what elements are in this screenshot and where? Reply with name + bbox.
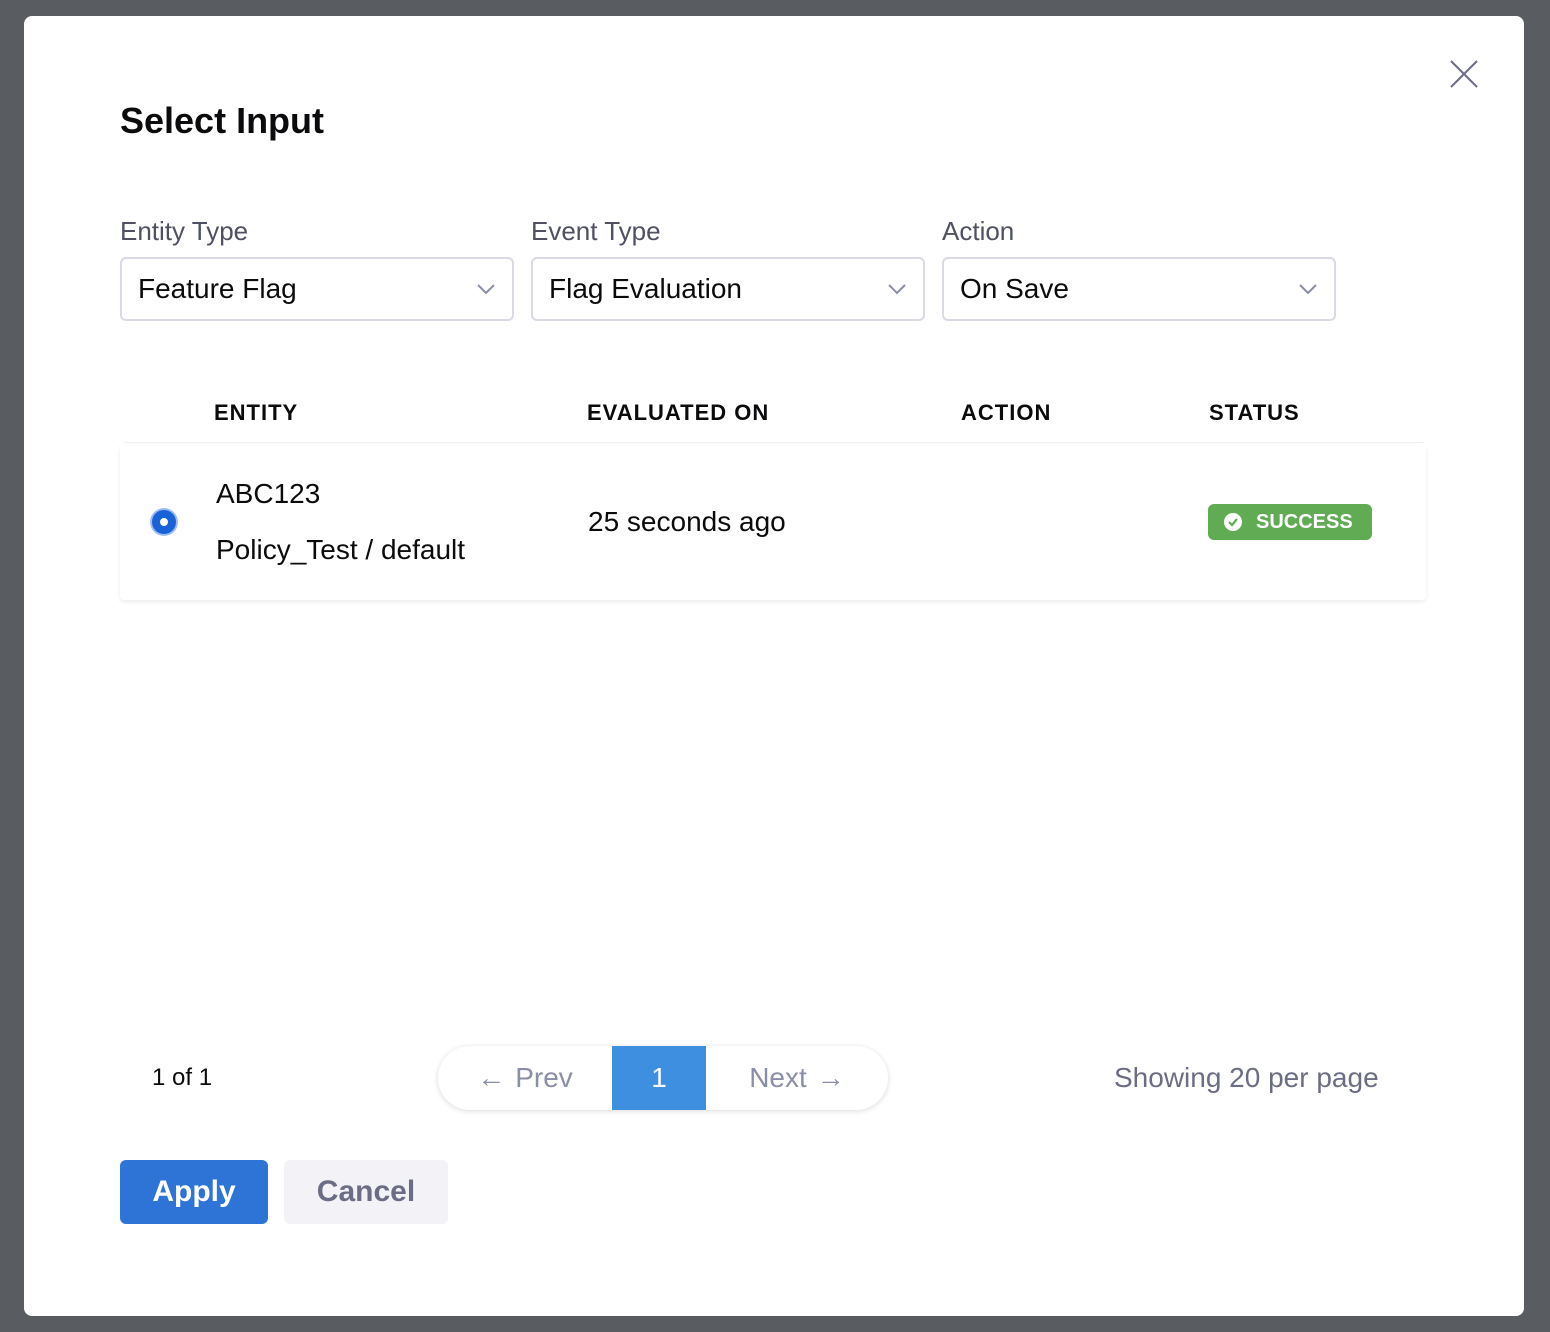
entity-type-select[interactable]: Feature Flag bbox=[120, 257, 514, 321]
chevron-down-icon bbox=[1299, 284, 1317, 295]
next-label: Next bbox=[749, 1062, 807, 1093]
action-field: Action On Save bbox=[942, 216, 1336, 321]
prev-label: Prev bbox=[515, 1062, 573, 1093]
dialog-title: Select Input bbox=[120, 100, 325, 141]
entity-path: Policy_Test / default bbox=[216, 534, 466, 565]
chevron-down-icon bbox=[888, 284, 906, 295]
action-value: On Save bbox=[960, 273, 1069, 304]
event-type-value: Flag Evaluation bbox=[549, 273, 743, 304]
entity-type-field: Entity Type Feature Flag bbox=[120, 216, 514, 321]
entity-type-value: Feature Flag bbox=[138, 273, 297, 304]
page-info: 1 of 1 bbox=[152, 1064, 213, 1091]
pagination: ← Prev 1 Next → bbox=[438, 1046, 888, 1110]
column-header-status: STATUS bbox=[1209, 400, 1300, 425]
status-badge: SUCCESS bbox=[1208, 504, 1372, 540]
per-page-info: Showing 20 per page bbox=[1114, 1062, 1379, 1093]
prev-button[interactable]: ← Prev bbox=[438, 1046, 612, 1110]
evaluated-on: 25 seconds ago bbox=[588, 506, 786, 537]
entity-name: ABC123 bbox=[216, 478, 321, 509]
close-icon[interactable] bbox=[1448, 58, 1480, 90]
arrow-right-icon: → bbox=[816, 1062, 845, 1093]
event-type-select[interactable]: Flag Evaluation bbox=[531, 257, 925, 321]
page-1-button[interactable]: 1 bbox=[612, 1046, 706, 1110]
select-input-dialog: Select Input Entity Type Feature Flag Ev… bbox=[24, 16, 1524, 1316]
next-button[interactable]: Next → bbox=[706, 1046, 888, 1110]
arrow-left-icon: ← bbox=[477, 1062, 506, 1093]
column-header-evaluated-on: EVALUATED ON bbox=[587, 400, 770, 425]
cancel-button[interactable]: Cancel bbox=[284, 1160, 448, 1224]
event-type-label: Event Type bbox=[531, 216, 661, 246]
column-header-entity: ENTITY bbox=[214, 400, 299, 425]
action-select[interactable]: On Save bbox=[942, 257, 1336, 321]
check-circle-icon bbox=[1224, 513, 1242, 531]
column-header-action: ACTION bbox=[961, 400, 1052, 425]
chevron-down-icon bbox=[477, 284, 495, 295]
event-type-field: Event Type Flag Evaluation bbox=[531, 216, 925, 321]
apply-button[interactable]: Apply bbox=[120, 1160, 268, 1224]
table-row[interactable]: ABC123 Policy_Test / default 25 seconds … bbox=[120, 444, 1426, 600]
header-divider bbox=[124, 442, 1424, 443]
row-radio-button[interactable] bbox=[152, 510, 176, 534]
action-label: Action bbox=[942, 216, 1015, 246]
status-text: SUCCESS bbox=[1256, 510, 1353, 533]
entity-type-label: Entity Type bbox=[120, 216, 249, 246]
